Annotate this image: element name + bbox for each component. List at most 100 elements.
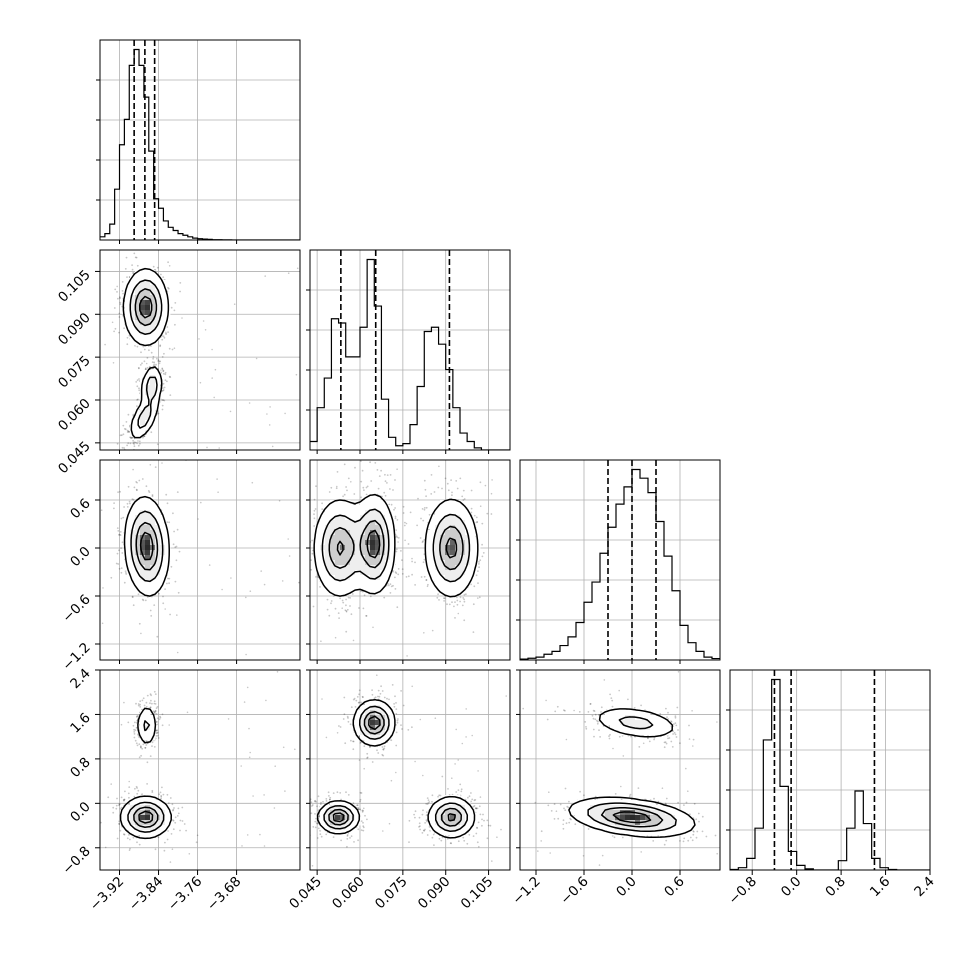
scatter-point xyxy=(481,522,484,525)
scatter-point xyxy=(126,431,129,433)
scatter-point xyxy=(138,389,141,392)
scatter-point xyxy=(110,576,113,579)
scatter-point xyxy=(132,468,134,471)
density-cell xyxy=(380,505,386,511)
density-cell xyxy=(315,535,321,541)
scatter-point xyxy=(447,489,450,492)
scatter-point xyxy=(168,375,171,378)
scatter-point xyxy=(165,333,167,335)
panel-frame xyxy=(309,459,511,661)
scatter-point xyxy=(123,798,126,801)
scatter-point xyxy=(463,600,466,603)
scatter-point xyxy=(345,604,347,607)
histogram-step xyxy=(100,48,300,240)
scatter-point xyxy=(140,746,142,749)
density-cell xyxy=(145,375,151,381)
scatter-point xyxy=(115,562,118,565)
density-cell xyxy=(130,295,136,301)
scatter-point xyxy=(160,371,163,374)
scatter-point xyxy=(343,493,346,496)
density-cell xyxy=(135,415,141,421)
density-cell xyxy=(150,800,156,806)
density-cell xyxy=(365,515,371,521)
density-cell xyxy=(140,395,146,401)
density-cell xyxy=(335,530,341,536)
scatter-point xyxy=(397,718,399,720)
density-cell xyxy=(160,560,166,566)
density-cell xyxy=(325,530,331,536)
scatter-point xyxy=(146,596,149,598)
scatter-point xyxy=(154,709,157,712)
density-cell xyxy=(440,540,446,546)
scatter-point xyxy=(341,599,344,602)
density-cell xyxy=(450,540,456,546)
density-cell xyxy=(430,575,436,581)
density-cell xyxy=(140,730,146,736)
scatter-point xyxy=(462,489,465,492)
density-cell xyxy=(335,525,341,531)
scatter-point xyxy=(425,579,428,581)
density-cell xyxy=(155,330,161,336)
scatter-point xyxy=(121,446,124,449)
density-cell xyxy=(450,565,456,571)
scatter-point xyxy=(217,491,219,494)
density-cell xyxy=(120,820,126,826)
scatter-point xyxy=(162,276,165,278)
scatter-point xyxy=(431,629,434,632)
density-cell xyxy=(440,510,446,516)
density-cell xyxy=(370,530,376,536)
scatter-point xyxy=(321,502,323,505)
scatter-point xyxy=(146,694,149,697)
density-cell xyxy=(375,555,381,561)
scatter-point xyxy=(414,584,416,586)
scatter-point xyxy=(330,600,333,602)
density-cell xyxy=(315,555,321,561)
grid xyxy=(520,460,720,660)
scatter-point xyxy=(158,362,161,365)
density-cell xyxy=(150,570,156,576)
scatter-point xyxy=(293,524,295,526)
scatter-point xyxy=(481,543,483,546)
density-cell xyxy=(155,585,161,591)
scatter-point xyxy=(456,487,459,490)
density-cell xyxy=(335,585,341,591)
density-cell xyxy=(145,340,151,346)
density-cell xyxy=(350,575,356,581)
scatter-point xyxy=(392,571,394,573)
density-cell xyxy=(320,565,326,571)
density-cell xyxy=(130,305,136,311)
density-cell xyxy=(155,310,161,316)
scatter-point xyxy=(186,711,189,714)
density-cell xyxy=(370,575,376,581)
density-cell xyxy=(160,520,166,526)
scatter-point xyxy=(120,796,123,799)
density-cell xyxy=(375,585,381,591)
scatter-point xyxy=(117,491,119,493)
scatter-point xyxy=(131,268,134,271)
density-cell xyxy=(390,525,396,531)
scatter-point xyxy=(139,706,142,708)
density-cell xyxy=(370,580,376,586)
scatter-point xyxy=(424,488,427,491)
scatter-point xyxy=(151,789,154,792)
density-cell xyxy=(145,425,151,431)
density-cell xyxy=(135,560,141,566)
grid xyxy=(100,250,300,450)
density-cell xyxy=(130,535,136,541)
density-cell xyxy=(470,550,476,556)
scatter-point xyxy=(481,555,484,558)
contour-line xyxy=(134,288,158,327)
scatter-point xyxy=(123,327,125,330)
scatter-point xyxy=(161,356,164,358)
scatter-point xyxy=(248,727,250,730)
scatter-point xyxy=(156,443,159,446)
density-cell xyxy=(450,555,456,561)
scatter-point xyxy=(127,413,130,416)
scatter-point xyxy=(296,267,299,270)
scatter-point xyxy=(176,491,179,493)
density-cell xyxy=(335,575,341,581)
scatter-point xyxy=(389,583,392,586)
density-cell xyxy=(150,315,156,321)
density-cell xyxy=(355,565,361,571)
density-cell xyxy=(140,545,146,551)
